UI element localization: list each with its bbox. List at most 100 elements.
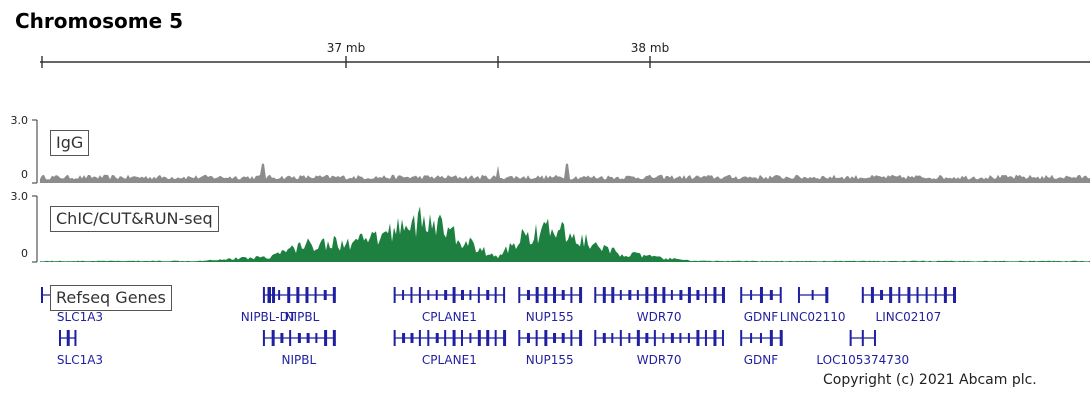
gene-linc02110: LINC02110: [780, 287, 846, 324]
gene-exon: [402, 333, 406, 343]
gene-exon: [721, 287, 725, 303]
gene-exon: [687, 287, 691, 303]
gene-exon: [704, 287, 707, 303]
gene-exon: [759, 287, 763, 303]
y-max-label: 3.0: [11, 114, 29, 127]
gene-exon: [477, 330, 481, 346]
gene-exon: [898, 287, 901, 303]
gene-exon: [653, 287, 657, 303]
gene-exon: [934, 287, 937, 303]
gene-nup155: NUP155: [518, 330, 583, 367]
gene-exon: [811, 290, 814, 300]
gene-exon: [418, 287, 421, 303]
gene-exon: [332, 330, 336, 346]
gene-exon: [393, 287, 396, 303]
gene-exon: [628, 333, 631, 343]
gene-exon: [306, 333, 310, 343]
gene-exon: [740, 287, 743, 303]
gene-exon: [769, 330, 773, 346]
gene-exon: [653, 330, 656, 346]
gene-label: LOC105374730: [816, 353, 909, 367]
gene-exon: [287, 287, 291, 303]
gene-label: NIPBL-DT: [241, 310, 297, 324]
gene-exon: [324, 330, 328, 346]
gene-exon: [297, 333, 301, 343]
track-label-chic: ChIC/CUT&RUN-seq: [50, 206, 219, 232]
gene-exon: [41, 287, 43, 303]
gene-exon: [460, 330, 463, 346]
gene-exon: [289, 330, 292, 346]
gene-slc1a3: SLC1A3: [57, 330, 103, 367]
gene-exon: [849, 330, 852, 346]
gene-exon: [280, 333, 284, 343]
gene-exon: [611, 287, 615, 303]
gene-exon: [402, 290, 405, 300]
gene-label: SLC1A3: [57, 353, 103, 367]
gene-wdr70: WDR70: [594, 287, 725, 324]
gene-exon: [696, 290, 700, 300]
gene-exon: [469, 290, 472, 300]
gene-exon: [687, 333, 690, 343]
gene-nup155: NUP155: [518, 287, 583, 324]
gene-exon: [679, 333, 682, 343]
gene-nipbl: NIPBL: [262, 330, 336, 367]
gene-exon: [636, 330, 640, 346]
gene-exon: [267, 287, 270, 303]
gene-exon: [410, 333, 414, 343]
gene-exon: [769, 290, 773, 300]
gene-exon: [721, 330, 724, 346]
gene-exon: [880, 290, 884, 300]
gene-exon: [314, 287, 317, 303]
gene-exon: [410, 287, 413, 303]
gene-exon: [619, 330, 622, 346]
gene-exon: [594, 330, 597, 346]
chart-title: Chromosome 5: [15, 9, 184, 33]
gene-exon: [553, 287, 557, 303]
gene-nipbl: NIPBL: [269, 287, 336, 324]
gene-exon: [602, 333, 606, 343]
gene-exon: [427, 330, 430, 346]
signal-area-igg: [40, 163, 1090, 183]
gene-exon: [619, 290, 622, 300]
gene-label: GDNF: [744, 353, 779, 367]
gene-label: WDR70: [637, 310, 682, 324]
gene-exon: [435, 333, 439, 343]
signal-area-chic: [40, 206, 1090, 262]
gene-exon: [750, 290, 753, 300]
gene-exon: [435, 290, 438, 300]
gene-exon: [759, 333, 762, 343]
gene-exon: [535, 287, 539, 303]
gene-exon: [553, 333, 557, 343]
gene-exon: [825, 287, 829, 303]
gene-wdr70: WDR70: [594, 330, 724, 367]
gene-exon: [271, 330, 275, 346]
gene-exon: [579, 287, 583, 303]
gene-exon: [645, 333, 649, 343]
gene-exon: [602, 287, 606, 303]
gene-cplane1: CPLANE1: [393, 287, 506, 324]
gene-exon: [561, 290, 565, 300]
gene-cplane1: CPLANE1: [393, 330, 507, 367]
gene-exon: [679, 290, 683, 300]
gene-label: SLC1A3: [57, 310, 103, 324]
gene-exon: [636, 290, 639, 300]
gene-label: WDR70: [637, 353, 682, 367]
gene-exon: [750, 333, 753, 343]
gene-exon: [713, 330, 717, 346]
gene-exon: [494, 287, 497, 303]
y-min-label: 0: [21, 168, 28, 181]
gene-exon: [645, 287, 649, 303]
gene-loc105374730: LOC105374730: [816, 330, 909, 367]
gene-exon: [469, 333, 472, 343]
gene-label: NIPBL: [282, 353, 317, 367]
y-min-label: 0: [21, 247, 28, 260]
gene-exon: [296, 287, 300, 303]
gene-exon: [503, 330, 507, 346]
gene-exon: [779, 330, 783, 346]
copyright-notice: Copyright (c) 2021 Abcam plc.: [823, 372, 1037, 388]
gene-exon: [74, 330, 77, 346]
gene-exon: [953, 287, 956, 303]
track-label-igg: IgG: [50, 130, 90, 156]
gene-exon: [544, 330, 548, 346]
